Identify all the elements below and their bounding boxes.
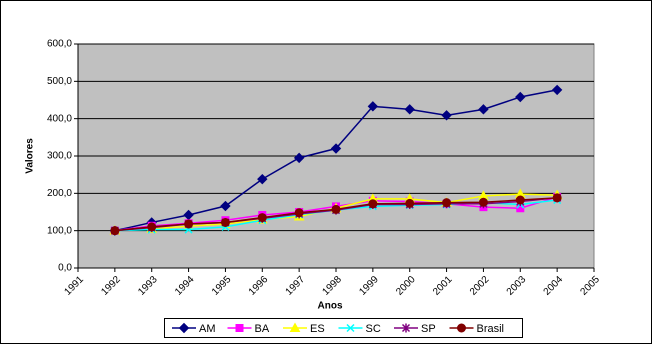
x-axis-label: Anos (318, 301, 343, 312)
marker (184, 219, 194, 229)
marker (147, 222, 157, 232)
legend-label: AM (199, 323, 216, 335)
marker (257, 213, 267, 223)
marker (294, 208, 304, 218)
legend-label: ES (310, 323, 325, 335)
y-axis-label: Valores (25, 138, 36, 174)
marker (220, 200, 231, 212)
marker (235, 324, 244, 332)
marker (220, 217, 230, 227)
marker (404, 104, 415, 115)
marker (110, 226, 120, 236)
marker (178, 322, 190, 334)
legend-label: SP (421, 323, 436, 335)
legend-label: Brasil (477, 323, 505, 335)
legend-label: SC (366, 323, 381, 335)
marker (551, 84, 563, 96)
marker (441, 110, 452, 121)
marker (346, 323, 355, 333)
legend-label: BA (255, 323, 270, 335)
marker (442, 198, 452, 208)
y-tick-label: 200,0 (47, 188, 72, 199)
marker (478, 104, 489, 115)
marker (331, 204, 341, 214)
legend: AM BA ES SC SP Brasil (164, 318, 523, 338)
marker (515, 91, 526, 103)
y-tick-label: 500,0 (47, 76, 72, 87)
y-tick-label: 100,0 (47, 225, 72, 236)
marker (457, 323, 466, 333)
marker (367, 101, 379, 112)
marker (289, 322, 301, 332)
marker (368, 199, 378, 209)
y-tick-label: 0,0 (58, 263, 72, 274)
marker (293, 152, 305, 164)
marker (478, 197, 488, 207)
marker (401, 323, 411, 333)
marker (552, 193, 562, 203)
marker (330, 143, 342, 154)
y-tick-label: 300,0 (47, 151, 72, 162)
marker (257, 173, 268, 185)
marker (405, 198, 415, 208)
marker (515, 195, 525, 205)
y-tick-label: 400,0 (47, 113, 72, 124)
y-tick-label: 600,0 (47, 39, 72, 50)
